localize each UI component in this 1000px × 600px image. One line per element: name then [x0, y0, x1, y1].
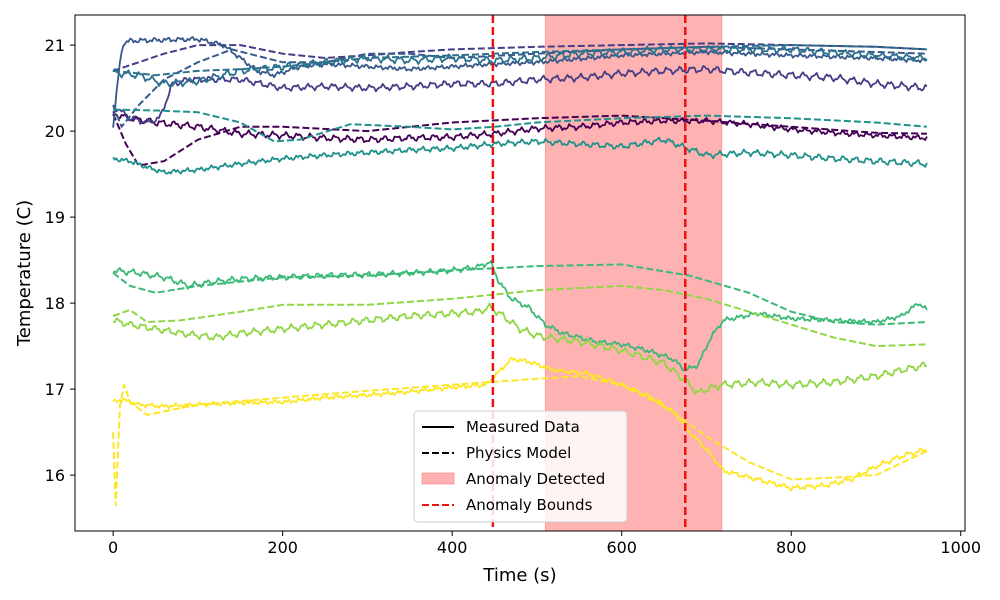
series-8-model-line: [112, 375, 928, 507]
x-tick-label-800: 800: [776, 538, 807, 557]
series-8-measured-line: [112, 356, 928, 492]
series-5-model-line: [113, 108, 927, 143]
series-7-measured-line: [112, 302, 928, 395]
legend-label-model: Physics Model: [466, 444, 571, 462]
series-1-model-line: [112, 113, 927, 167]
y-tick-label-18: 18: [45, 294, 65, 313]
series-6-measured-line: [112, 260, 928, 372]
x-axis: 0 200 400 600 800 1000: [108, 531, 981, 557]
series-7-model-line: [112, 284, 927, 348]
series-3-measured-line: [112, 36, 928, 128]
y-axis: 16 17 18 19 20 21: [45, 36, 75, 485]
legend-label-anomaly-detected: Anomaly Detected: [466, 470, 605, 488]
x-tick-label-0: 0: [108, 538, 118, 557]
legend-label-measured: Measured Data: [466, 418, 580, 436]
legend-label-anomaly-bounds: Anomaly Bounds: [466, 496, 593, 514]
series-2-measured-line: [112, 65, 928, 125]
legend: Measured Data Physics Model Anomaly Dete…: [413, 410, 628, 523]
series-lines-layer: [112, 36, 928, 507]
plot-frame: [74, 14, 966, 532]
series-4-model-line: [112, 44, 927, 77]
y-tick-label-21: 21: [45, 36, 65, 55]
x-tick-label-600: 600: [606, 538, 637, 557]
y-tick-label-20: 20: [45, 122, 65, 141]
y-tick-label-16: 16: [45, 466, 65, 485]
series-4-measured-line: [112, 44, 928, 88]
series-6-model-line: [112, 263, 927, 326]
legend-handle-anomaly-detected: [421, 472, 455, 485]
x-axis-title: Time (s): [482, 565, 556, 586]
legend-box: [413, 410, 628, 523]
x-tick-label-1000: 1000: [940, 538, 981, 557]
y-tick-label-19: 19: [45, 208, 65, 227]
anomaly-bounds-layer: [491, 15, 687, 531]
series-5-measured-line: [112, 136, 928, 175]
x-tick-label-400: 400: [437, 538, 468, 557]
y-axis-title: Temperature (C): [14, 200, 35, 347]
series-1-measured-line: [112, 110, 928, 144]
x-tick-label-200: 200: [267, 538, 298, 557]
y-tick-label-17: 17: [45, 380, 65, 399]
